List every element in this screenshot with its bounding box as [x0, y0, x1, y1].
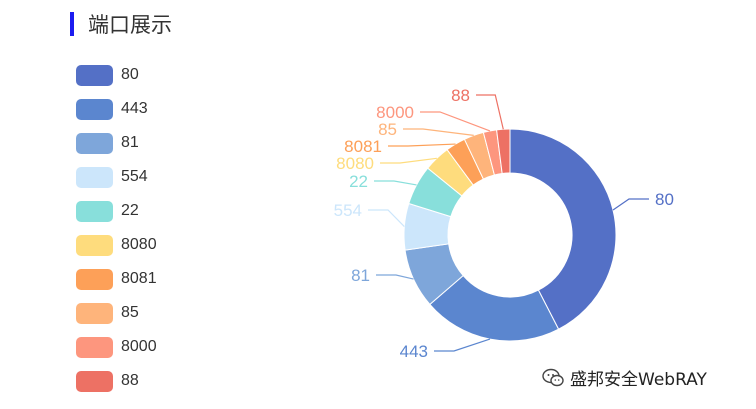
legend-swatch [76, 234, 113, 256]
leader-line-85 [403, 128, 474, 136]
data-label-85: 85 [378, 120, 397, 139]
legend-swatch [76, 64, 113, 86]
legend-item-8080[interactable]: 8080 [76, 234, 157, 256]
legend-label: 554 [121, 168, 148, 185]
data-label-8081: 8081 [344, 137, 382, 156]
legend-swatch [76, 336, 113, 358]
legend-swatch [76, 166, 113, 188]
data-label-554: 554 [334, 201, 362, 220]
legend-swatch [76, 370, 113, 392]
leader-line-80 [612, 198, 649, 211]
legend-label: 443 [121, 100, 148, 117]
data-label-88: 88 [451, 86, 470, 105]
legend-label: 81 [121, 134, 139, 151]
legend-label: 85 [121, 304, 139, 321]
legend-item-8000[interactable]: 8000 [76, 336, 157, 358]
data-label-81: 81 [351, 266, 370, 285]
title-accent-bar [70, 12, 74, 36]
leader-line-554 [368, 209, 405, 228]
legend-swatch [76, 200, 113, 222]
legend-swatch [76, 268, 113, 290]
legend-item-8081[interactable]: 8081 [76, 268, 157, 290]
leader-line-22 [374, 180, 417, 186]
leader-line-8000 [420, 111, 491, 132]
leader-line-81 [376, 274, 414, 280]
legend-item-554[interactable]: 554 [76, 166, 148, 188]
data-label-8000: 8000 [376, 103, 414, 122]
slice-80[interactable] [509, 128, 617, 330]
legend-item-85[interactable]: 85 [76, 302, 139, 324]
leader-line-443 [434, 338, 491, 352]
legend-item-81[interactable]: 81 [76, 132, 139, 154]
legend-item-22[interactable]: 22 [76, 200, 139, 222]
legend-item-80[interactable]: 80 [76, 64, 139, 86]
legend-label: 80 [121, 66, 139, 83]
leader-line-88 [476, 94, 504, 130]
wechat-icon [542, 368, 564, 386]
legend-swatch [76, 98, 113, 120]
watermark: 盛邦安全WebRAY [542, 365, 707, 390]
leader-line-8080 [380, 157, 437, 164]
legend-swatch [76, 302, 113, 324]
legend-label: 8081 [121, 270, 157, 287]
data-label-22: 22 [349, 172, 368, 191]
legend-label: 88 [121, 372, 139, 389]
legend-label: 8080 [121, 236, 157, 253]
data-label-80: 80 [655, 190, 674, 209]
chart-title: 端口展示 [88, 13, 172, 37]
slice-88[interactable] [496, 128, 511, 175]
legend-swatch [76, 132, 113, 154]
legend-label: 22 [121, 202, 139, 219]
data-label-443: 443 [400, 342, 428, 361]
watermark-text: 盛邦安全WebRAY [570, 370, 707, 390]
legend-item-443[interactable]: 443 [76, 98, 148, 120]
legend-item-88[interactable]: 88 [76, 370, 139, 392]
legend-label: 8000 [121, 338, 157, 355]
data-label-8080: 8080 [336, 154, 374, 173]
leader-line-8081 [388, 143, 456, 147]
